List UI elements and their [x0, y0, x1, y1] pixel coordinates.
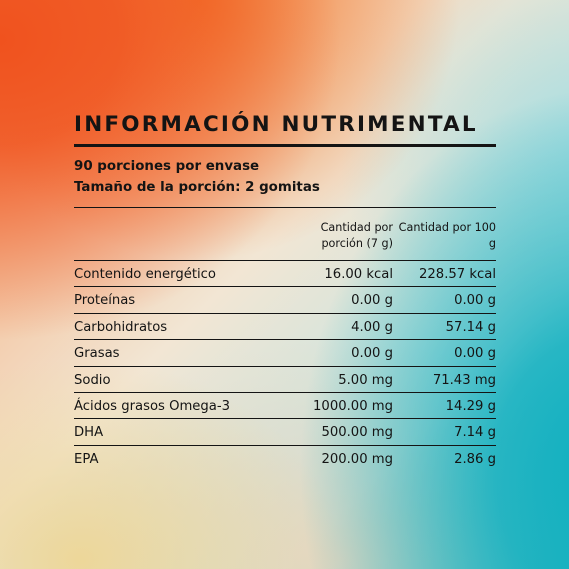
per-serving-value: 16.00 kcal [324, 267, 393, 282]
per-100g-value: 228.57 kcal [419, 267, 496, 282]
per-100g-value: 7.14 g [454, 425, 496, 441]
per-100g-value: 2.86 g [454, 451, 496, 467]
table-row: Proteínas 0.00 g 0.00 g [74, 287, 496, 314]
col-header-per-100g: Cantidad por 100 g [398, 221, 496, 250]
per-100g-value: 71.43 mg [432, 372, 496, 388]
nutrient-name: Ácidos grasos Omega-3 [74, 398, 231, 414]
nutrient-name: Carbohidratos [74, 319, 168, 335]
per-100g-value: 0.00 g [454, 346, 496, 362]
nutrition-title: INFORMACIÓN NUTRIMENTAL [74, 112, 478, 137]
table-row: Sodio 5.00 mg 71.43 mg [74, 367, 496, 393]
per-serving-value: 200.00 mg [321, 451, 393, 467]
table-row: Grasas 0.00 g 0.00 g [74, 340, 496, 367]
serving-size: Tamaño de la porción: 2 gomitas [74, 180, 320, 195]
nutrient-name: EPA [74, 451, 99, 467]
per-serving-value: 500.00 mg [321, 425, 393, 441]
table-row: Carbohidratos 4.00 g 57.14 g [74, 314, 496, 341]
nutrition-facts-panel: INFORMACIÓN NUTRIMENTAL 90 porciones por… [74, 110, 496, 471]
table-row: Contenido energético 16.00 kcal 228.57 k… [74, 261, 496, 288]
table-row: Ácidos grasos Omega-3 1000.00 mg 14.29 g [74, 393, 496, 420]
nutrient-name: Sodio [74, 372, 111, 388]
per-serving-value: 0.00 g [351, 346, 393, 362]
servings-per-container: 90 porciones por envase [74, 159, 260, 174]
table-row: DHA 500.00 mg 7.14 g [74, 419, 496, 446]
nutrient-name: Grasas [74, 346, 120, 362]
per-serving-value: 0.00 g [351, 293, 393, 309]
column-header: Cantidad por porción (7 g) Cantidad por … [74, 208, 496, 260]
header-rule [74, 260, 496, 261]
title-rule [74, 144, 496, 147]
per-serving-value: 5.00 mg [338, 372, 393, 388]
table-row: EPA 200.00 mg 2.86 g [74, 446, 496, 471]
nutrient-name: Proteínas [74, 293, 136, 309]
per-100g-value: 57.14 g [445, 319, 496, 335]
per-serving-value: 4.00 g [351, 319, 393, 335]
subheader-rule [74, 207, 496, 208]
nutrient-name: Contenido energético [74, 267, 216, 282]
col-header-per-serving: Cantidad por porción (7 g) [320, 221, 393, 250]
per-100g-value: 0.00 g [454, 293, 496, 309]
nutrient-table: Contenido energético 16.00 kcal 228.57 k… [74, 261, 496, 471]
per-serving-value: 1000.00 mg [313, 398, 393, 414]
nutrient-name: DHA [74, 425, 104, 441]
per-100g-value: 14.29 g [445, 398, 496, 414]
